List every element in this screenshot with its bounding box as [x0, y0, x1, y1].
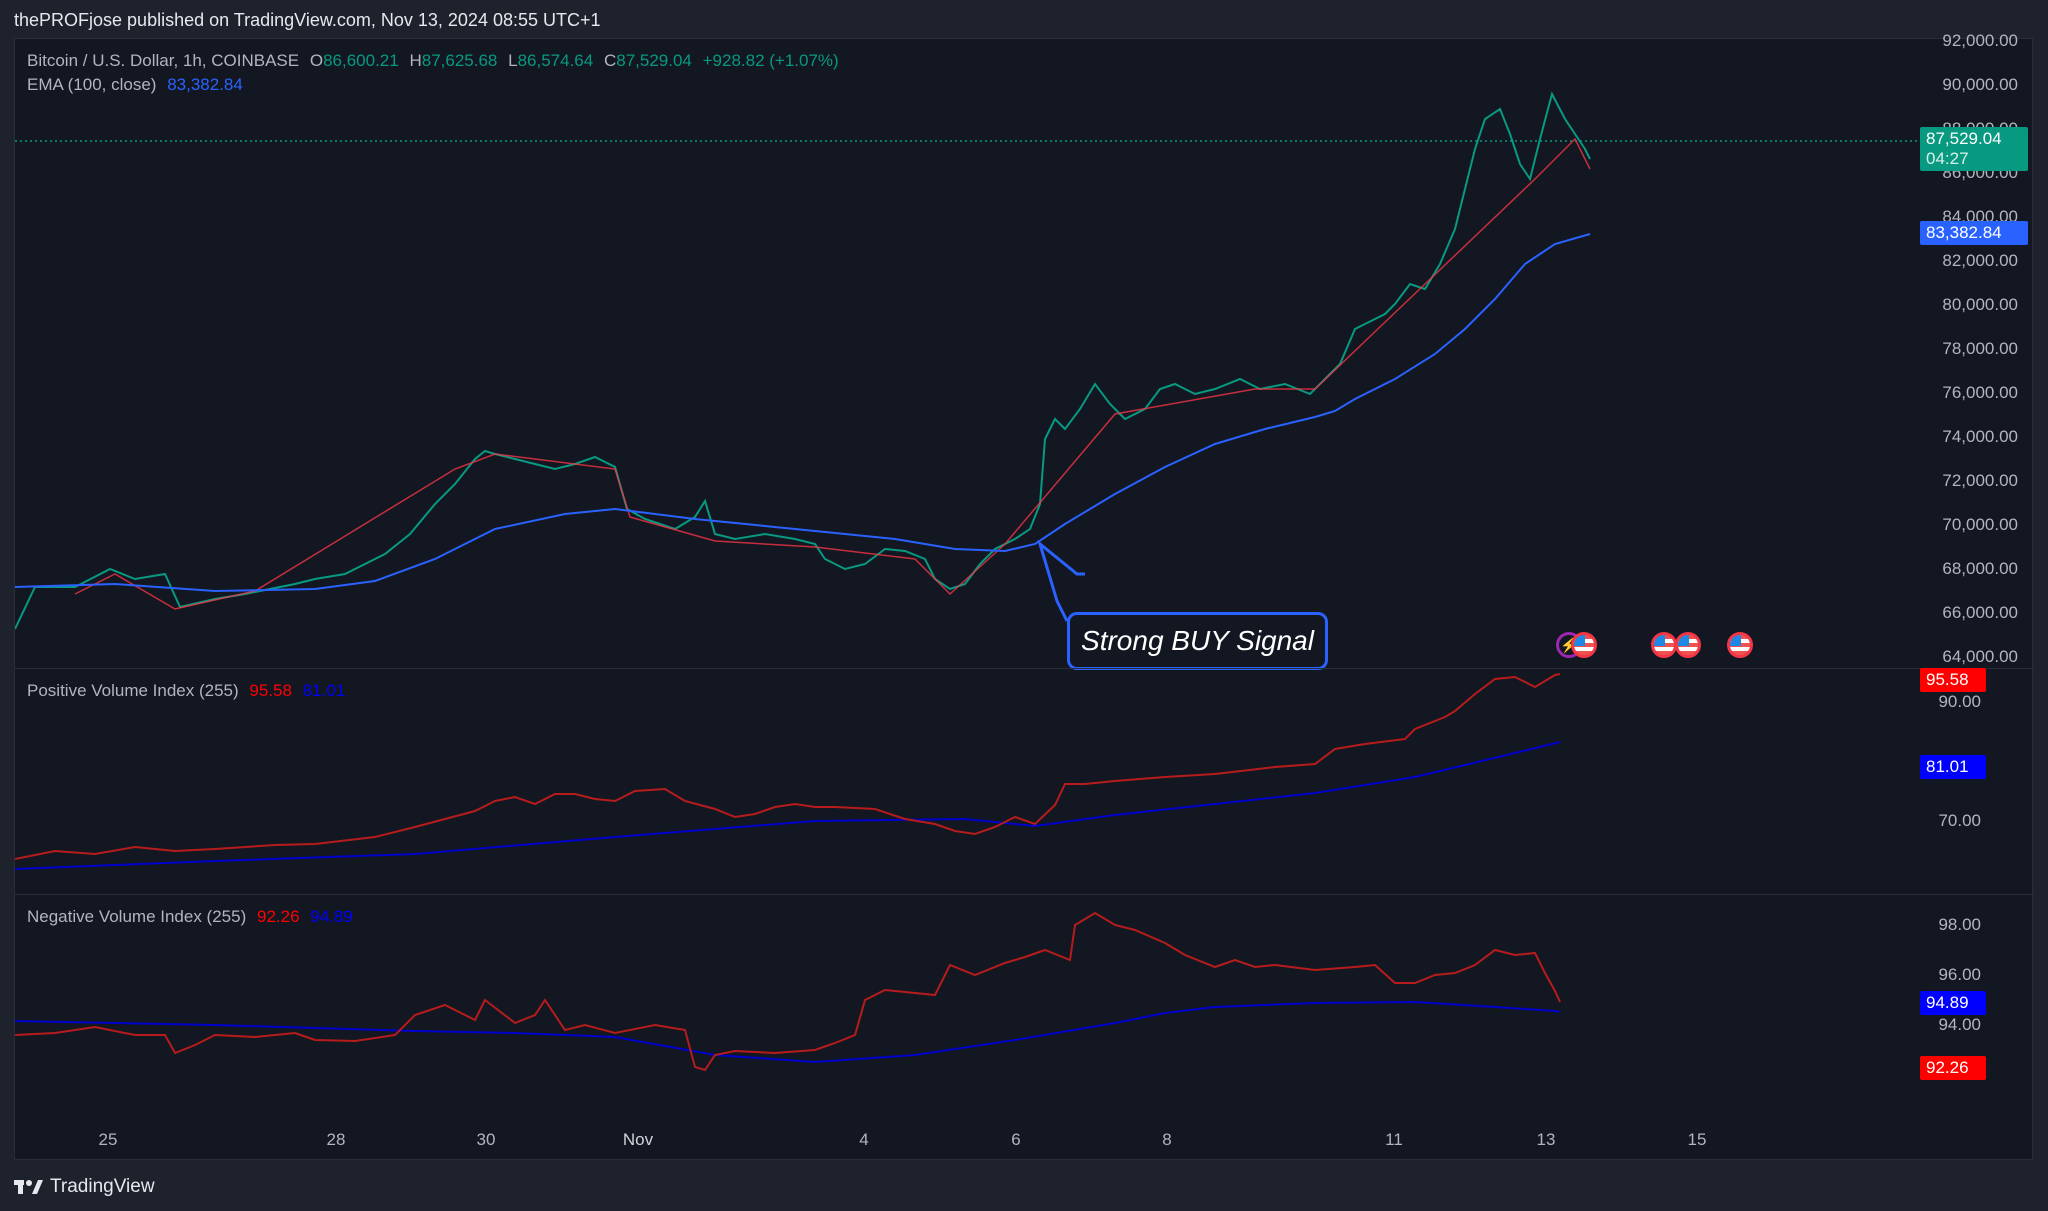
pvi-legend[interactable]: Positive Volume Index (255) 95.58 81.01	[27, 681, 351, 701]
nvi-tick: 98.00	[1938, 915, 1981, 934]
time-tick: 28	[326, 1130, 346, 1149]
time-tick: 4	[859, 1130, 869, 1149]
tradingview-footer[interactable]: TradingView	[14, 1176, 155, 1198]
price-tick: 82,000.00	[1942, 251, 2018, 270]
pvi-pane[interactable]: Positive Volume Index (255) 95.58 81.01 …	[15, 668, 2034, 894]
ohlc-high: H87,625.68	[409, 51, 498, 70]
us-flag-event-icon[interactable]	[1727, 632, 1753, 658]
time-tick: 8	[1162, 1130, 1172, 1149]
ema-legend[interactable]: EMA (100, close) 83,382.84	[27, 75, 249, 95]
nvi-legend[interactable]: Negative Volume Index (255) 92.26 94.89	[27, 907, 359, 927]
annotation-text: Strong BUY Signal	[1081, 625, 1314, 656]
pane-divider[interactable]	[15, 668, 2034, 669]
nvi-signal-badge: 94.89	[1920, 991, 1986, 1015]
main-price-pane[interactable]: Bitcoin / U.S. Dollar, 1h, COINBASE O86,…	[15, 31, 2034, 670]
time-tick: 15	[1687, 1130, 1707, 1149]
price-tick: 78,000.00	[1942, 339, 2018, 358]
ema-label: EMA (100, close)	[27, 75, 157, 94]
symbol-legend[interactable]: Bitcoin / U.S. Dollar, 1h, COINBASE O86,…	[27, 51, 845, 71]
pvi-value-badge: 95.58	[1920, 668, 1986, 692]
price-tick: 80,000.00	[1942, 295, 2018, 314]
time-tick: 13	[1536, 1130, 1556, 1149]
price-tick: 64,000.00	[1942, 647, 2018, 666]
pvi-value: 95.58	[249, 681, 292, 700]
ohlc-close: C87,529.04	[603, 51, 692, 70]
nvi-pane[interactable]: Negative Volume Index (255) 92.26 94.89 …	[15, 895, 2034, 1111]
price-tick: 76,000.00	[1942, 383, 2018, 402]
ema-price-badge: 83,382.84	[1920, 221, 2028, 245]
nvi-value-badge: 92.26	[1920, 1056, 1986, 1080]
pvi-label: Positive Volume Index (255)	[27, 681, 239, 700]
bar-countdown: 04:27	[1926, 149, 1969, 168]
last-price-badge: 87,529.04 04:27	[1920, 127, 2028, 171]
price-tick: 66,000.00	[1942, 603, 2018, 622]
ohlc-low: L86,574.64	[508, 51, 594, 70]
time-tick: 6	[1011, 1130, 1021, 1149]
price-tick: 74,000.00	[1942, 427, 2018, 446]
nvi-value: 92.26	[256, 907, 300, 926]
price-tick: 90,000.00	[1942, 75, 2018, 94]
price-tick: 68,000.00	[1942, 559, 2018, 578]
pvi-tick: 70.00	[1938, 811, 1981, 830]
us-flag-event-icon[interactable]	[1571, 632, 1597, 658]
us-flag-event-icon[interactable]	[1651, 632, 1677, 658]
time-tick: 30	[476, 1130, 496, 1149]
pvi-signal-badge: 81.01	[1920, 755, 1986, 779]
us-flag-event-icon[interactable]	[1675, 632, 1701, 658]
pvi-plot	[15, 673, 1561, 870]
price-change: +928.82 (+1.07%)	[702, 51, 839, 70]
nvi-tick: 94.00	[1938, 1015, 1981, 1034]
nvi-signal-value: 94.89	[310, 907, 353, 926]
ema-value: 83,382.84	[167, 75, 243, 94]
price-tick: 92,000.00	[1942, 31, 2018, 50]
price-plot	[15, 91, 1920, 630]
symbol-name: Bitcoin / U.S. Dollar, 1h, COINBASE	[27, 51, 300, 70]
nvi-tick: 96.00	[1938, 965, 1981, 984]
time-tick: Nov	[622, 1130, 654, 1149]
pane-divider[interactable]	[15, 894, 2034, 895]
time-tick: 25	[98, 1130, 118, 1149]
ohlc-open: O86,600.21	[309, 51, 399, 70]
pvi-tick: 90.00	[1938, 692, 1981, 711]
price-tick: 72,000.00	[1942, 471, 2018, 490]
publish-line: thePROFjose published on TradingView.com…	[14, 10, 601, 30]
time-tick: 11	[1385, 1130, 1403, 1149]
chart-frame[interactable]: Bitcoin / U.S. Dollar, 1h, COINBASE O86,…	[14, 31, 2034, 1160]
strong-buy-annotation[interactable]: Strong BUY Signal	[1067, 612, 1328, 670]
brand-name: TradingView	[50, 1176, 155, 1197]
price-tick: 70,000.00	[1942, 515, 2018, 534]
nvi-label: Negative Volume Index (255)	[27, 907, 247, 926]
nvi-plot	[15, 911, 1561, 1072]
tradingview-logo-icon	[14, 1180, 43, 1194]
pvi-signal-value: 81.01	[302, 681, 346, 700]
last-price: 87,529.04	[1926, 129, 2002, 148]
